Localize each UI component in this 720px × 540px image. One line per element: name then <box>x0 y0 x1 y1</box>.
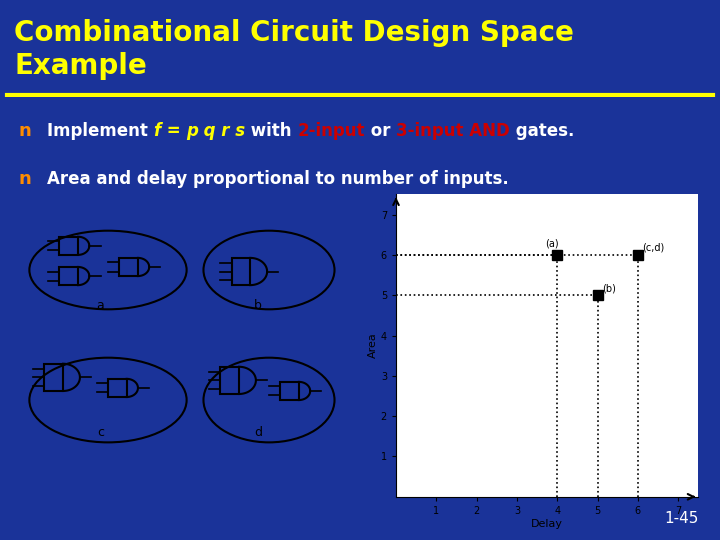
Text: with: with <box>246 122 297 139</box>
Text: a: a <box>96 299 104 312</box>
Text: 2-input: 2-input <box>297 122 365 139</box>
Text: =: = <box>161 122 186 139</box>
Text: Combinational Circuit Design Space
Example: Combinational Circuit Design Space Examp… <box>14 19 575 80</box>
Text: (b): (b) <box>602 283 616 293</box>
Text: Implement: Implement <box>47 122 153 139</box>
Text: p q r s: p q r s <box>186 122 246 139</box>
Text: d: d <box>253 426 262 440</box>
Text: 1-45: 1-45 <box>664 511 698 526</box>
Text: or: or <box>365 122 396 139</box>
X-axis label: Delay: Delay <box>531 518 563 529</box>
Text: Area and delay proportional to number of inputs.: Area and delay proportional to number of… <box>47 170 508 188</box>
Text: (a): (a) <box>545 239 559 249</box>
Text: c: c <box>97 426 104 440</box>
Text: n: n <box>18 122 31 139</box>
Text: f: f <box>153 122 161 139</box>
Y-axis label: Area: Area <box>368 333 378 359</box>
Text: 3-input AND: 3-input AND <box>396 122 510 139</box>
Text: b: b <box>254 299 261 312</box>
Text: n: n <box>18 170 31 188</box>
Text: (c,d): (c,d) <box>642 243 665 253</box>
Text: gates.: gates. <box>510 122 575 139</box>
